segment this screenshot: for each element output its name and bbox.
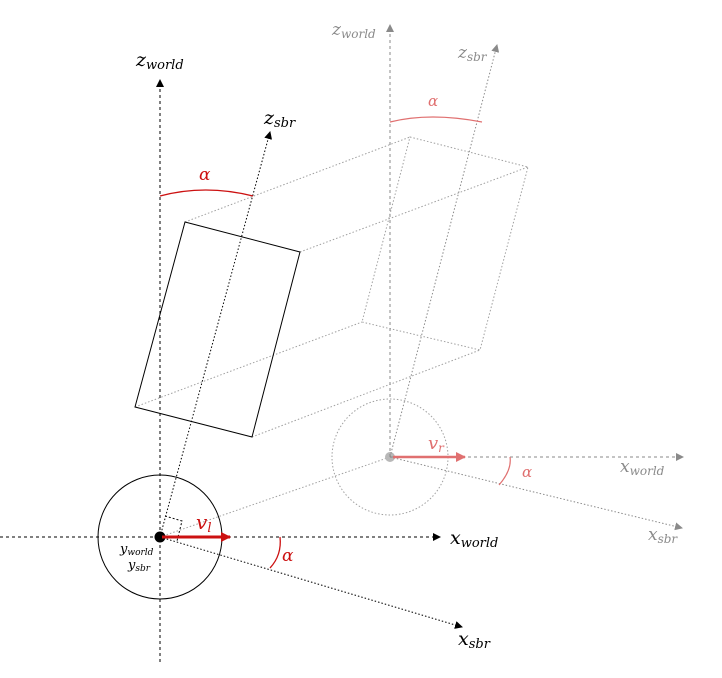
main-alpha-top-label: α: [199, 165, 211, 185]
main-x-sbr-label: xsbr: [458, 628, 491, 652]
ghost-alpha-top-label: α: [428, 92, 438, 110]
ghost-x-sbr-label: xsbr: [648, 525, 678, 546]
main-x-world-label: xworld: [450, 527, 498, 551]
main-y-sbr-label: ysbr: [127, 558, 151, 574]
ghost-alpha-bottom-label: α: [522, 463, 532, 481]
ghost-x-world-label: xworld: [620, 457, 665, 478]
ghost-box-face: [361, 136, 529, 351]
main-z-world-label: zworld: [135, 49, 184, 73]
main-alpha-bottom-label: α: [282, 546, 294, 566]
main-frame: zworld zsbr xworld xsbr yworld ysbr vl α…: [0, 49, 498, 662]
main-wheel-center: [154, 531, 166, 543]
main-velocity-label: vl: [196, 510, 211, 536]
main-box-face: [134, 221, 301, 438]
right-angle-marker: [164, 515, 183, 542]
ghost-box-edge: [251, 349, 481, 438]
ghost-z-world-label: zworld: [331, 20, 376, 41]
ghost-alpha-arc-top: [389, 116, 483, 123]
ghost-x-sbr-axis: [389, 456, 683, 531]
ghost-frame: zworld zsbr xworld xsbr vr α α: [134, 20, 684, 546]
main-x-sbr-axis: [159, 536, 463, 629]
ghost-velocity-label: vr: [428, 433, 445, 455]
ghost-box-edge: [134, 321, 363, 408]
main-y-world-label: yworld: [119, 542, 154, 558]
main-alpha-arc-top: [159, 189, 254, 197]
ghost-z-sbr-axis: [389, 44, 500, 458]
ghost-z-sbr-label: zsbr: [457, 43, 488, 64]
ghost-box-edge: [299, 166, 529, 253]
wheel-link-line: [159, 456, 391, 538]
main-z-sbr-label: zsbr: [263, 107, 296, 131]
main-alpha-arc-bottom: [269, 536, 281, 569]
ghost-alpha-arc-bottom: [498, 456, 511, 486]
ghost-box-edge: [184, 136, 411, 223]
